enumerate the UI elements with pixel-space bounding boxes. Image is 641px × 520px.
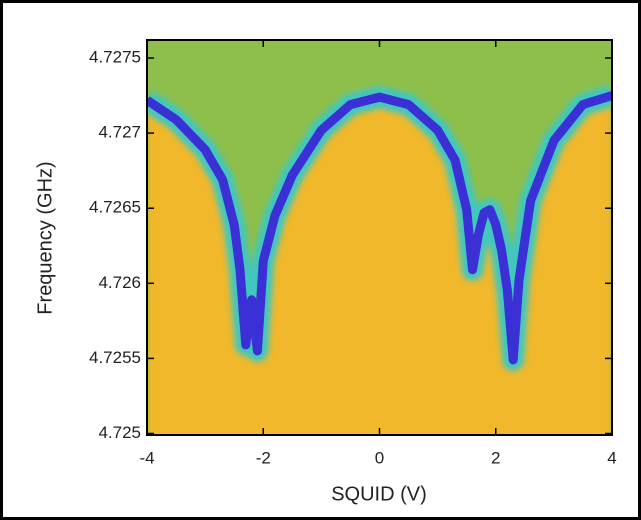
x-axis-label: SQUID (V) — [331, 483, 427, 505]
resonance-line — [147, 91, 612, 365]
x-tick-label: 0 — [375, 448, 384, 467]
y-tick-label: 4.727 — [98, 123, 141, 142]
y-tick-label: 4.726 — [98, 273, 141, 292]
y-tick-label: 4.7255 — [89, 348, 141, 367]
x-tick-label: -4 — [139, 448, 154, 467]
x-tick-label: -2 — [256, 448, 271, 467]
y-axis-label: Frequency (GHz) — [34, 161, 56, 314]
plot-area — [147, 85, 612, 435]
x-tick-label: 2 — [491, 448, 500, 467]
y-tick-label: 4.7275 — [89, 48, 141, 67]
x-tick-label: 4 — [607, 448, 616, 467]
axes: 4.725 4.7255 4.726 4.7265 4.727 4.7275 -4 -2 0 2 4 — [89, 40, 617, 467]
y-tick-label: 4.725 — [98, 423, 141, 442]
y-tick-label: 4.7265 — [89, 198, 141, 217]
